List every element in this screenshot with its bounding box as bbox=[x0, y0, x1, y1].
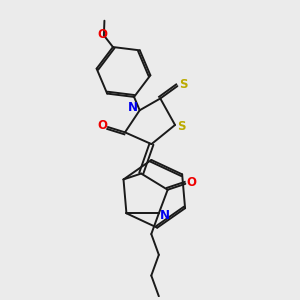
Text: N: N bbox=[128, 101, 138, 114]
Text: S: S bbox=[177, 120, 186, 133]
Text: O: O bbox=[186, 176, 196, 189]
Text: S: S bbox=[180, 78, 188, 91]
Text: N: N bbox=[160, 209, 170, 222]
Text: O: O bbox=[97, 119, 107, 132]
Text: O: O bbox=[97, 28, 107, 41]
